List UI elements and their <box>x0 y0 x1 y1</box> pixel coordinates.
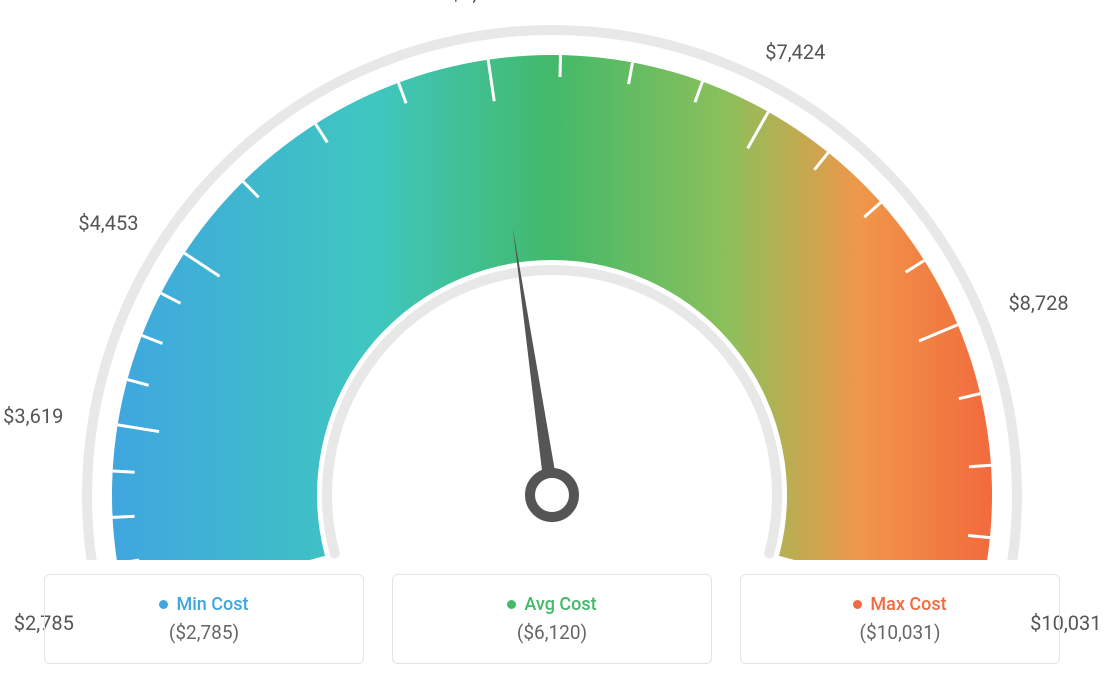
dot-icon <box>159 600 168 609</box>
legend-label: Max Cost <box>870 594 946 615</box>
legend-title-max: Max Cost <box>853 594 946 615</box>
minor-tick <box>968 535 990 537</box>
legend-label: Avg Cost <box>524 594 596 615</box>
legend-card-avg: Avg Cost ($6,120) <box>392 574 712 664</box>
legend-value-max: ($10,031) <box>860 621 941 644</box>
minor-tick <box>113 471 135 472</box>
legend-value-min: ($2,785) <box>169 621 239 644</box>
gauge-svg <box>0 0 1104 560</box>
legend-card-max: Max Cost ($10,031) <box>740 574 1060 664</box>
legend-title-min: Min Cost <box>159 594 248 615</box>
needle-base-ring <box>530 473 574 517</box>
scale-label: $8,728 <box>1008 291 1068 315</box>
scale-label: $7,424 <box>765 40 825 64</box>
legend-card-min: Min Cost ($2,785) <box>44 574 364 664</box>
legend-row: Min Cost ($2,785) Avg Cost ($6,120) Max … <box>0 574 1104 664</box>
legend-title-avg: Avg Cost <box>507 594 596 615</box>
minor-tick <box>113 516 135 517</box>
gauge-area: $2,785$3,619$4,453$6,120$7,424$8,728$10,… <box>0 0 1104 560</box>
dot-icon <box>507 600 516 609</box>
scale-label: $4,453 <box>78 211 138 235</box>
scale-label: $3,619 <box>3 404 63 428</box>
minor-tick <box>969 465 991 466</box>
dot-icon <box>853 600 862 609</box>
legend-value-avg: ($6,120) <box>517 621 587 644</box>
scale-label: $6,120 <box>450 0 510 5</box>
legend-label: Min Cost <box>176 594 248 615</box>
chart-wrap: $2,785$3,619$4,453$6,120$7,424$8,728$10,… <box>0 0 1104 690</box>
